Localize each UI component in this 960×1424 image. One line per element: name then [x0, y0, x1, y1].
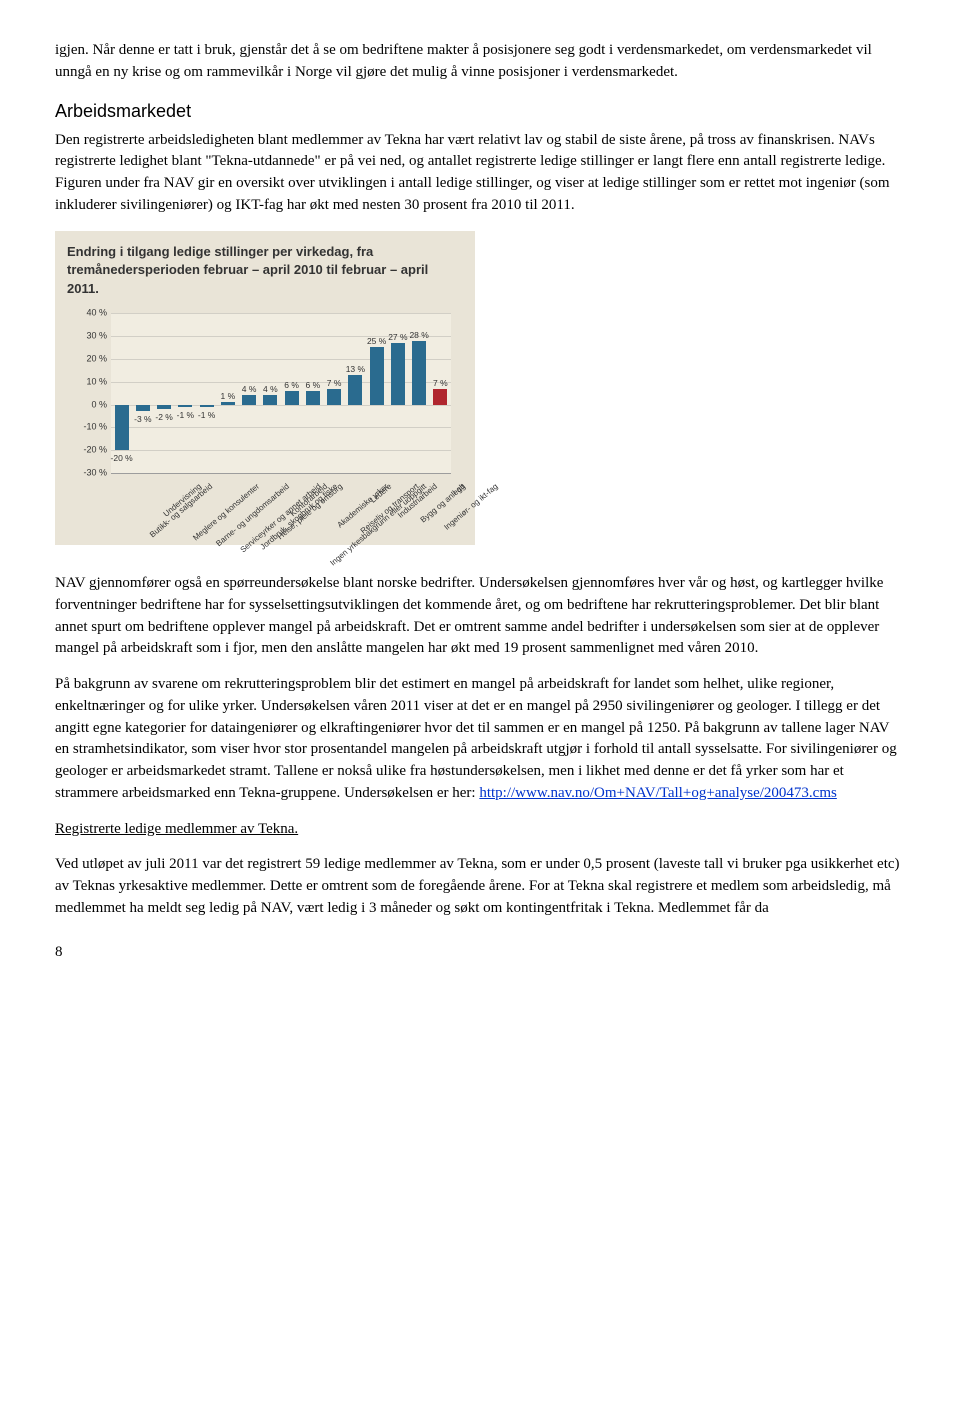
chart-bar-label: 28 %	[404, 329, 434, 341]
chart-bar	[433, 389, 447, 405]
link-nav-analyse[interactable]: http://www.nav.no/Om+NAV/Tall+og+analyse…	[479, 785, 837, 801]
chart-x-axis: Butikk- og salgsarbeidUndervisningMegler…	[111, 475, 451, 539]
chart-bar	[136, 405, 150, 412]
paragraph-arbeidsmarkedet: Den registrerte arbeidsledigheten blant …	[55, 130, 905, 217]
paragraph-nav-survey: NAV gjennomfører også en spørreundersøke…	[55, 573, 905, 660]
chart-bar	[391, 343, 405, 405]
section-heading-arbeidsmarkedet: Arbeidsmarkedet	[55, 98, 905, 124]
chart-body: 40 %30 %20 %10 %0 %-10 %-20 %-30 % -20 %…	[67, 309, 463, 539]
intro-paragraph: igjen. Når denne er tatt i bruk, gjenstå…	[55, 40, 905, 84]
subheading-registrerte-ledige: Registrerte ledige medlemmer av Tekna.	[55, 819, 905, 841]
chart-bar-label: 7 %	[319, 377, 349, 389]
chart-bar-label: 13 %	[340, 363, 370, 375]
paragraph-recruitment: På bakgrunn av svarene om rekrutteringsp…	[55, 674, 905, 805]
page-number: 8	[55, 942, 905, 964]
chart-bar	[306, 391, 320, 405]
chart-container: Endring i tilgang ledige stillinger per …	[55, 231, 475, 546]
chart-bar	[327, 389, 341, 405]
chart-bar	[200, 405, 214, 407]
chart-bar	[115, 405, 129, 451]
chart-bar	[370, 347, 384, 404]
chart-bar-label: -20 %	[107, 452, 137, 464]
chart-bar-label: -1 %	[192, 409, 222, 421]
chart-bar	[178, 405, 192, 407]
chart-bar	[221, 402, 235, 404]
chart-bar	[285, 391, 299, 405]
chart-y-axis: 40 %30 %20 %10 %0 %-10 %-20 %-30 %	[67, 313, 109, 473]
chart-bar	[412, 341, 426, 405]
chart-plot-area: -20 %-3 %-2 %-1 %-1 %1 %4 %4 %6 %6 %7 %1…	[111, 313, 451, 474]
chart-title: Endring i tilgang ledige stillinger per …	[67, 243, 463, 300]
chart-bar	[157, 405, 171, 410]
chart-bar	[348, 375, 362, 405]
subheading-text: Registrerte ledige medlemmer av Tekna.	[55, 821, 298, 837]
chart-bar	[242, 395, 256, 404]
paragraph-recruitment-text: På bakgrunn av svarene om rekrutteringsp…	[55, 676, 897, 801]
paragraph-juli-2011: Ved utløpet av juli 2011 var det registr…	[55, 854, 905, 919]
chart-bar	[263, 395, 277, 404]
chart-bar-label: 7 %	[425, 377, 455, 389]
